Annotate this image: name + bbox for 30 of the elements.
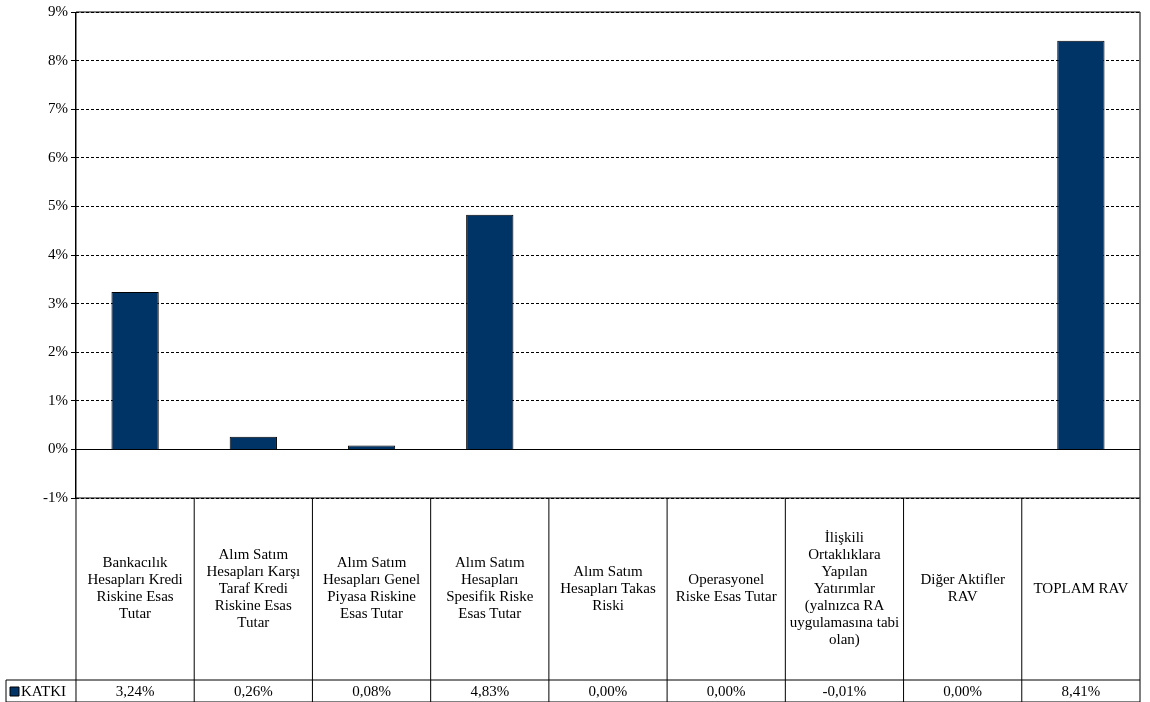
y-tick-label: 4%: [47, 245, 68, 262]
x-tick-label: TOPLAM RAV: [1033, 579, 1129, 596]
y-tick-label: 5%: [47, 197, 68, 214]
x-tick-label: Alım Satım Hesapları Genel Piyasa Riskine Esas Tutar: [323, 554, 421, 622]
data-label: 4,83%: [470, 682, 510, 699]
legend-label: KATKI: [21, 682, 66, 699]
y-tick-label: 3%: [47, 294, 68, 311]
y-tick-label: 2%: [47, 343, 68, 360]
x-tick-label: Operasyonel Riske Esas Tutar: [675, 571, 777, 605]
data-label: 0,26%: [233, 682, 273, 699]
y-tick-label: 8%: [47, 51, 68, 68]
y-tick-label: 0%: [47, 440, 68, 457]
data-label: -0,01%: [822, 682, 867, 699]
data-label: 8,41%: [1061, 682, 1101, 699]
y-tick-label: 7%: [47, 100, 68, 117]
data-label: 0,00%: [588, 682, 628, 699]
y-tick-label: 6%: [47, 148, 68, 165]
data-label: 0,00%: [706, 682, 746, 699]
y-tick-label: 1%: [47, 391, 68, 408]
x-tick-label: İlişkili Ortaklıklara Yapılan Yatırımlar (yalnızca RA uygulamasına tabi olan): [789, 528, 900, 648]
y-tick-label: 9%: [47, 2, 68, 19]
x-tick-label: Alım Satım Hesapları Spesifik Riske Esas Tutar: [446, 554, 534, 622]
x-tick-label: Diğer Aktifler RAV: [920, 571, 1005, 605]
data-label: 0,00%: [943, 682, 983, 699]
data-label: 3,24%: [115, 682, 155, 699]
data-label: 0,08%: [352, 682, 391, 699]
x-tick-label: Bankacılık Hesapları Kredi Riskine Esas Tutar: [87, 554, 183, 622]
x-tick-label: Alım Satım Hesapları Karşı Taraf Kredi Riskine Esas Tutar: [206, 545, 301, 630]
x-tick-label: Alım Satım Hesapları Takas Riski: [560, 562, 657, 613]
y-tick-label: -1%: [42, 488, 68, 505]
